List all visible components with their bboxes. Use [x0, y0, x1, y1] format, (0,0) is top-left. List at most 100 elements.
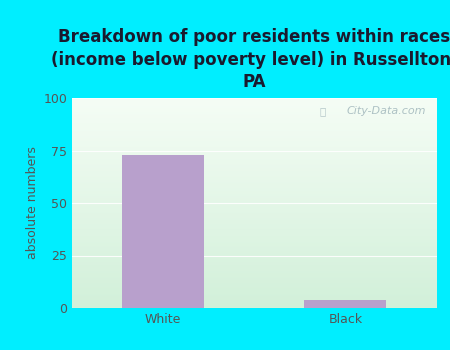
Bar [72, 216, 436, 217]
Bar [72, 302, 436, 303]
Bar [72, 288, 436, 289]
Bar [72, 190, 436, 191]
Bar [72, 201, 436, 202]
Bar [72, 227, 436, 228]
Bar [72, 175, 436, 176]
Bar [72, 139, 436, 140]
Bar [72, 222, 436, 223]
Bar [72, 266, 436, 267]
Bar [72, 187, 436, 188]
Bar [72, 176, 436, 177]
Bar [72, 229, 436, 230]
Bar [72, 199, 436, 200]
Bar [72, 206, 436, 207]
Bar [72, 182, 436, 183]
Bar [72, 196, 436, 197]
Bar [72, 301, 436, 302]
Bar [72, 115, 436, 116]
Bar [72, 154, 436, 155]
Bar [72, 260, 436, 261]
Bar [72, 306, 436, 307]
Bar [72, 277, 436, 278]
Bar [72, 112, 436, 113]
Bar [72, 233, 436, 234]
Bar [72, 136, 436, 137]
Bar [72, 195, 436, 196]
Y-axis label: absolute numbers: absolute numbers [26, 147, 39, 259]
Bar [72, 295, 436, 296]
Bar [72, 275, 436, 276]
Bar [72, 287, 436, 288]
Bar [72, 144, 436, 145]
Bar [72, 135, 436, 136]
Bar [72, 131, 436, 132]
Bar [72, 281, 436, 282]
Bar [72, 230, 436, 231]
Bar [72, 284, 436, 285]
Title: Breakdown of poor residents within races
(income below poverty level) in Russell: Breakdown of poor residents within races… [51, 28, 450, 91]
Bar [72, 247, 436, 248]
Bar [72, 119, 436, 120]
Bar [72, 107, 436, 108]
Bar [72, 246, 436, 247]
Bar [72, 194, 436, 195]
Bar [72, 132, 436, 133]
Bar [72, 134, 436, 135]
Bar [72, 307, 436, 308]
Bar [72, 178, 436, 179]
Bar [72, 133, 436, 134]
Bar [72, 126, 436, 127]
Bar [72, 220, 436, 221]
Bar [72, 127, 436, 128]
Bar [72, 209, 436, 210]
Bar [72, 280, 436, 281]
Bar [72, 238, 436, 239]
Bar [72, 172, 436, 173]
Bar [72, 203, 436, 204]
Text: City-Data.com: City-Data.com [346, 106, 426, 117]
Bar [72, 173, 436, 174]
Bar [72, 293, 436, 294]
Bar [72, 278, 436, 279]
Bar [72, 180, 436, 181]
Bar [72, 289, 436, 290]
Bar [72, 248, 436, 249]
Bar [72, 129, 436, 130]
Bar [72, 174, 436, 175]
Bar [72, 148, 436, 149]
Bar [72, 99, 436, 100]
Bar [72, 261, 436, 262]
Bar [72, 117, 436, 118]
Bar [72, 243, 436, 244]
Bar [72, 156, 436, 157]
Bar [72, 304, 436, 305]
Bar [72, 171, 436, 172]
Bar [72, 114, 436, 115]
Bar [72, 198, 436, 199]
Bar [72, 106, 436, 107]
Bar [72, 263, 436, 264]
Bar [72, 125, 436, 126]
Bar [72, 164, 436, 165]
Bar [72, 264, 436, 265]
Bar [72, 202, 436, 203]
Bar [72, 110, 436, 111]
Bar [72, 138, 436, 139]
Bar [72, 121, 436, 122]
Bar [72, 145, 436, 146]
Bar [72, 152, 436, 153]
Bar [72, 270, 436, 271]
Bar [72, 184, 436, 185]
Bar [72, 130, 436, 131]
Bar [72, 292, 436, 293]
Bar [72, 237, 436, 238]
Bar [72, 183, 436, 184]
Bar [72, 113, 436, 114]
Bar [72, 165, 436, 166]
Bar [72, 279, 436, 280]
Bar [72, 241, 436, 242]
Bar [72, 122, 436, 124]
Bar [72, 177, 436, 178]
Bar [72, 244, 436, 245]
Bar [72, 300, 436, 301]
